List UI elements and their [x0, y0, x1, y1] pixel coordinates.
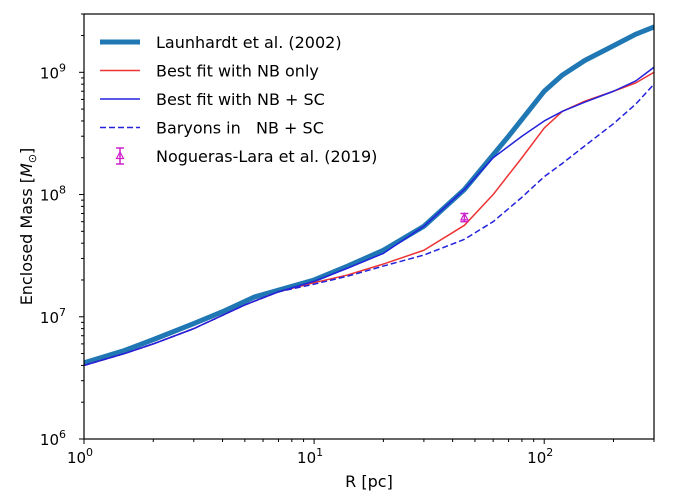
- y-axis-label: Enclosed Mass [M⊙]: [17, 148, 39, 306]
- legend-item: Best fit with NB only: [100, 62, 319, 81]
- x-tick-label: 102: [527, 446, 553, 467]
- legend-label: Best fit with NB + SC: [156, 90, 325, 109]
- series-nb-sc-line: [84, 66, 654, 367]
- y-tick-label: 106: [40, 428, 66, 449]
- legend-item: Best fit with NB + SC: [100, 90, 325, 109]
- legend: Launhardt et al. (2002) Best fit with NB …: [100, 33, 377, 166]
- x-axis-label: R [pc]: [345, 472, 393, 491]
- ticks-layer: 100 101 102 106 107 108 109: [40, 13, 655, 467]
- legend-label: Nogueras-Lara et al. (2019): [156, 147, 377, 166]
- series-nb-only-line: [84, 71, 654, 367]
- legend-label: Best fit with NB only: [156, 62, 319, 81]
- x-tick-label: 100: [67, 446, 93, 467]
- y-tick-label: 107: [40, 306, 66, 327]
- legend-label: Baryons in NB + SC: [156, 119, 324, 138]
- triangle-marker: [459, 212, 469, 221]
- legend-item: Launhardt et al. (2002): [100, 33, 342, 52]
- series-nogueras-lara-point: [459, 212, 469, 223]
- series-layer: [84, 24, 654, 367]
- series-baryons-line: [84, 83, 654, 367]
- plot-frame: [83, 13, 655, 440]
- legend-label: Launhardt et al. (2002): [156, 33, 342, 52]
- y-tick-label: 109: [40, 61, 66, 82]
- legend-item: Baryons in NB + SC: [100, 119, 324, 138]
- y-tick-label: 108: [40, 184, 66, 205]
- x-tick-label: 101: [297, 446, 323, 467]
- legend-item: Nogueras-Lara et al. (2019): [115, 147, 377, 166]
- series-launhardt-line: [84, 24, 654, 366]
